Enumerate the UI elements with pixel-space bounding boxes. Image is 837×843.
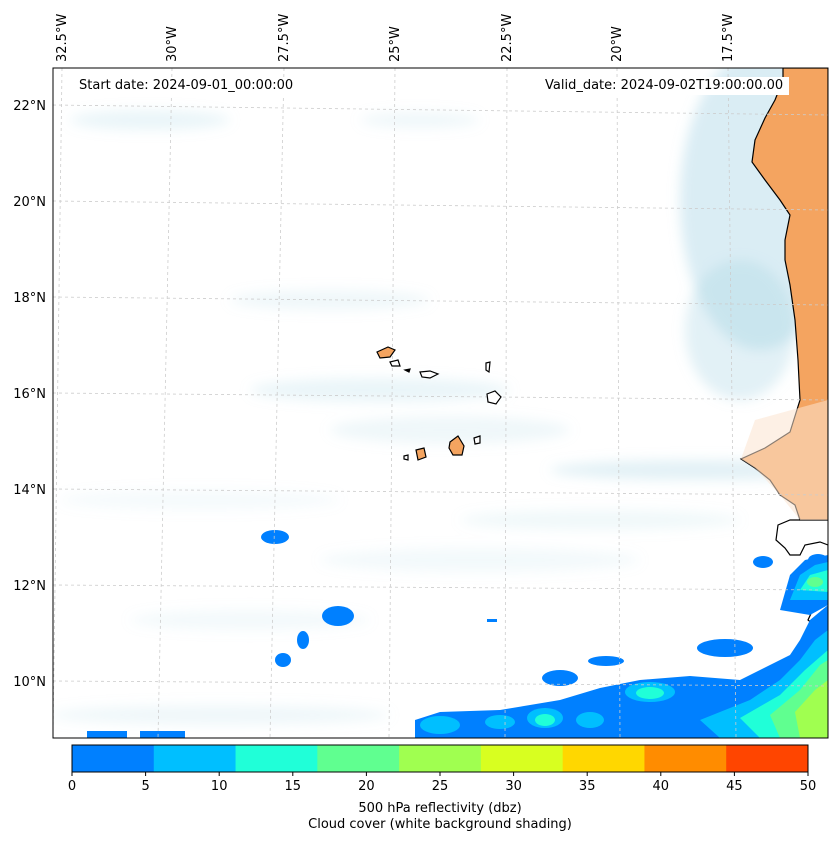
lon-label: 27.5°W (277, 14, 292, 62)
colorbar-cell (317, 745, 400, 772)
colorbar-cell (480, 745, 564, 772)
colorbar-tick-label: 30 (505, 779, 522, 794)
colorbar-cell (562, 745, 645, 772)
colorbar-tick-label: 5 (141, 779, 149, 794)
colorbar-tick-label: 15 (285, 779, 302, 794)
lon-label: 17.5°W (721, 14, 736, 62)
lon-label: 20°W (610, 26, 625, 62)
reflectivity-25-30 (795, 680, 828, 738)
colorbar-subtitle: Cloud cover (white background shading) (308, 817, 572, 832)
cape-verde-islands (376, 346, 502, 461)
colorbar: 0 5 10 15 20 25 30 35 40 45 50 (68, 744, 817, 794)
lat-label: 18°N (13, 291, 46, 306)
colorbar-tick-label: 35 (579, 779, 596, 794)
colorbar-cell (72, 745, 155, 772)
map-gridlines (52, 67, 829, 739)
colorbar-tick-label: 0 (68, 779, 76, 794)
colorbar-cell (644, 745, 727, 772)
lat-label: 12°N (13, 579, 46, 594)
lat-label: 22°N (13, 99, 46, 114)
lat-label: 20°N (13, 195, 46, 210)
lat-label: 14°N (13, 483, 46, 498)
colorbar-tick-label: 50 (800, 779, 817, 794)
lon-label: 30°W (165, 26, 180, 62)
lon-label: 22.5°W (500, 14, 515, 62)
guinea-coastline (775, 519, 828, 633)
lat-label: 16°N (13, 387, 46, 402)
longitude-labels: 32.5°W 30°W 27.5°W 25°W 22.5°W 20°W 17.5… (55, 14, 736, 62)
valid-date-label: Valid_date: 2024-09-02T19:00:00.00 (539, 77, 790, 95)
map-frame (52, 67, 829, 739)
lat-label: 10°N (13, 675, 46, 690)
colorbar-tick-label: 25 (432, 779, 449, 794)
colorbar-cell (153, 745, 237, 772)
lon-label: 25°W (388, 26, 403, 62)
colorbar-title-block: 500 hPa reflectivity (dbz) Cloud cover (… (0, 801, 837, 833)
colorbar-cell (726, 745, 809, 772)
colorbar-tick-label: 10 (211, 779, 228, 794)
colorbar-title: 500 hPa reflectivity (dbz) (358, 801, 522, 816)
colorbar-tick-label: 20 (358, 779, 375, 794)
colorbar-tick-label: 45 (726, 779, 743, 794)
latitude-labels: 22°N 20°N 18°N 16°N 14°N 12°N 10°N (13, 99, 46, 690)
colorbar-cell (235, 745, 318, 772)
lon-label: 32.5°W (55, 14, 70, 62)
colorbar-cell (399, 745, 482, 772)
colorbar-tick-label: 40 (653, 779, 670, 794)
start-date-label: Start date: 2024-09-01_00:00:00 (73, 77, 300, 95)
